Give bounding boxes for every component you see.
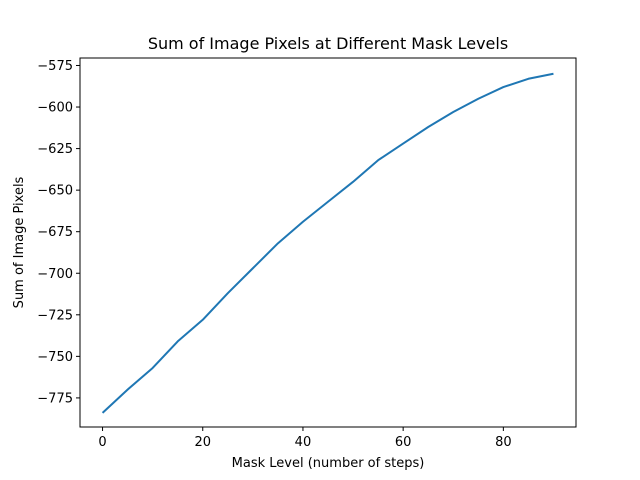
x-axis-label: Mask Level (number of steps) bbox=[232, 456, 425, 471]
chart-title: Sum of Image Pixels at Different Mask Le… bbox=[148, 34, 508, 53]
y-tick-label: −750 bbox=[37, 350, 73, 365]
y-tick-label: −625 bbox=[37, 142, 73, 157]
axes-frame bbox=[79, 57, 577, 428]
series-layer bbox=[101, 72, 554, 414]
series-line-0 bbox=[101, 72, 554, 414]
y-tick-label: −600 bbox=[37, 101, 73, 116]
x-tick-label: 80 bbox=[495, 435, 512, 450]
y-tick-label: −725 bbox=[37, 308, 73, 323]
y-axis-label: Sum of Image Pixels bbox=[12, 176, 27, 308]
plot-area bbox=[79, 57, 577, 428]
y-tick-label: −675 bbox=[37, 225, 73, 240]
x-tick-label: 60 bbox=[395, 435, 412, 450]
x-axis: 0 20 40 60 80 bbox=[98, 427, 512, 450]
y-tick-label: −650 bbox=[37, 184, 73, 199]
x-tick-label: 0 bbox=[98, 435, 106, 450]
y-tick-label: −575 bbox=[37, 59, 73, 74]
x-tick-label: 40 bbox=[295, 435, 312, 450]
x-tick-label: 20 bbox=[194, 435, 211, 450]
y-tick-label: −700 bbox=[37, 267, 73, 282]
y-tick-label: −775 bbox=[37, 391, 73, 406]
y-axis: −575 −600 −625 −650 −675 −700 −725 −750 −775 bbox=[37, 59, 80, 406]
